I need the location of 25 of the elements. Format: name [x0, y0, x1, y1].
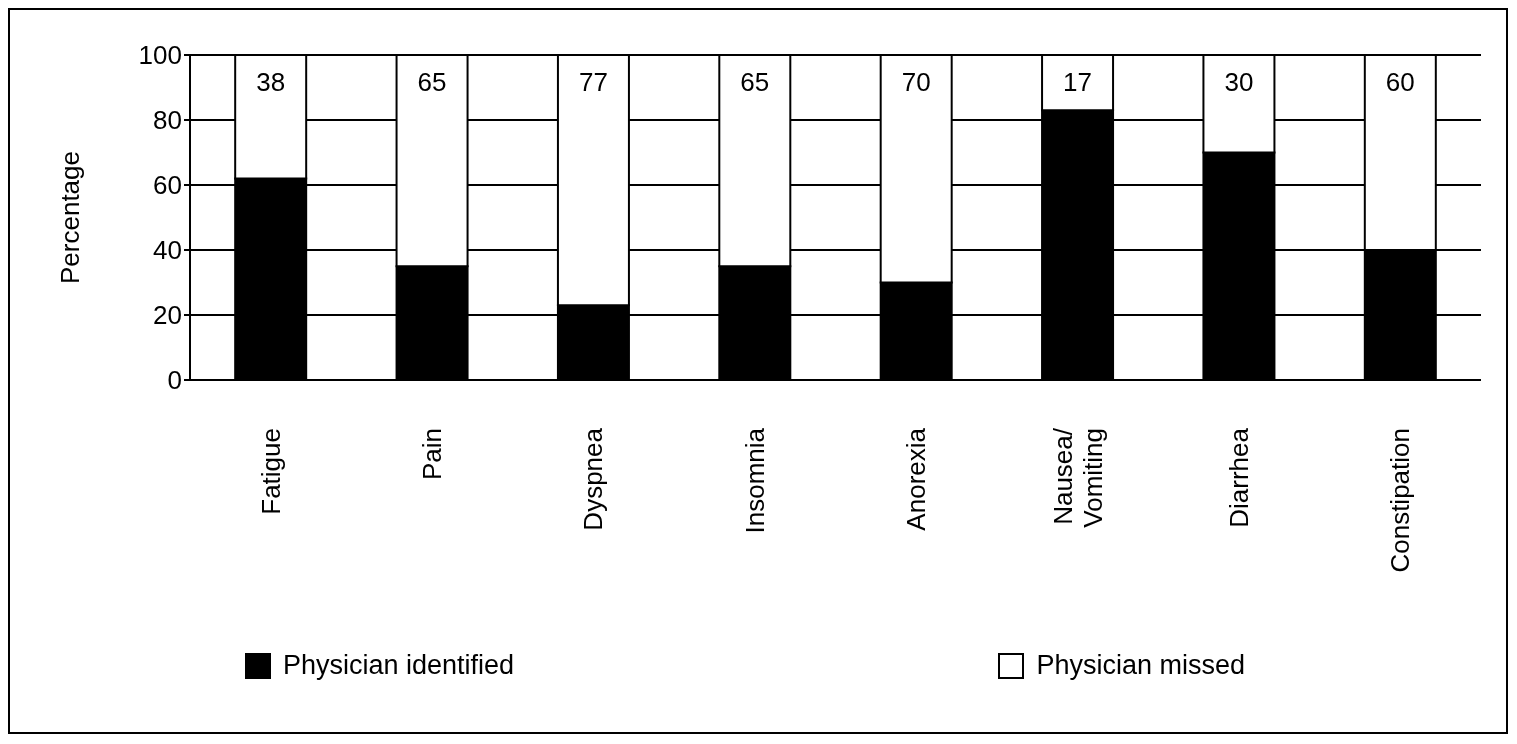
- y-tick-label: 60: [153, 170, 182, 201]
- data-label: 60: [1385, 67, 1415, 97]
- y-tick-label: 100: [138, 40, 182, 71]
- data-label: 17: [1063, 67, 1093, 97]
- data-label: 70: [901, 67, 931, 97]
- x-tick-label: Nausea/Vomiting: [1047, 427, 1108, 528]
- legend-label: Physician missed: [1036, 650, 1245, 681]
- data-label: 77: [578, 67, 608, 97]
- x-tick-label: Anorexia: [901, 427, 932, 531]
- y-tick-label: 0: [167, 365, 182, 396]
- x-tick-label: Pain: [417, 428, 448, 481]
- data-label: 65: [740, 67, 770, 97]
- x-tick-label: Diarrhea: [1223, 427, 1254, 528]
- legend-label: Physician identified: [283, 650, 515, 681]
- x-tick-label: Insomnia: [739, 427, 770, 534]
- y-axis-title: Percentage: [55, 151, 86, 284]
- data-label: 38: [256, 67, 286, 97]
- y-tick-label: 40: [153, 235, 182, 266]
- data-label: 65: [417, 67, 447, 97]
- y-tick-label: 80: [153, 105, 182, 136]
- x-tick-label: Fatigue: [255, 428, 286, 515]
- x-tick-label: Dyspnea: [578, 427, 609, 531]
- x-tick-label: Constipation: [1385, 428, 1416, 573]
- data-label: 30: [1224, 67, 1254, 97]
- y-tick-label: 20: [153, 300, 182, 331]
